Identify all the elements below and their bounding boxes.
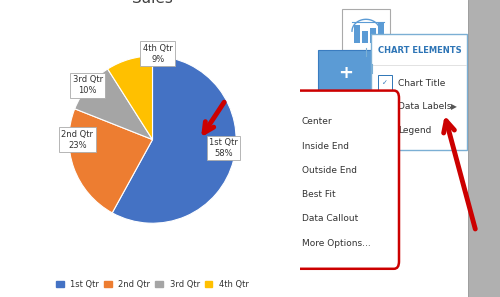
Text: ✓: ✓ xyxy=(382,80,388,86)
FancyBboxPatch shape xyxy=(468,0,500,297)
Text: ✓: ✓ xyxy=(382,128,388,134)
FancyBboxPatch shape xyxy=(318,50,374,95)
FancyBboxPatch shape xyxy=(362,31,368,43)
Text: ▶: ▶ xyxy=(451,102,457,111)
Text: More Options...: More Options... xyxy=(302,238,371,247)
Text: 3rd Qtr
10%: 3rd Qtr 10% xyxy=(72,75,102,95)
Text: Best Fit: Best Fit xyxy=(302,190,336,199)
Text: +: + xyxy=(338,64,353,82)
Wedge shape xyxy=(112,56,236,223)
FancyBboxPatch shape xyxy=(378,123,392,139)
Text: CHART ELEMENTS: CHART ELEMENTS xyxy=(378,46,462,55)
Title: Sales: Sales xyxy=(132,0,173,6)
Text: ✓: ✓ xyxy=(382,104,388,110)
FancyBboxPatch shape xyxy=(378,75,392,91)
Text: 1st Qtr
58%: 1st Qtr 58% xyxy=(209,138,238,158)
Text: Legend: Legend xyxy=(398,126,432,135)
FancyBboxPatch shape xyxy=(342,9,390,50)
FancyBboxPatch shape xyxy=(292,208,392,230)
Text: Data Callout: Data Callout xyxy=(302,214,358,223)
Text: Center: Center xyxy=(302,117,332,126)
Wedge shape xyxy=(108,56,152,140)
Legend: 1st Qtr, 2nd Qtr, 3rd Qtr, 4th Qtr: 1st Qtr, 2nd Qtr, 3rd Qtr, 4th Qtr xyxy=(53,277,252,292)
Text: 4th Qtr
9%: 4th Qtr 9% xyxy=(143,44,172,64)
FancyBboxPatch shape xyxy=(370,28,376,43)
FancyBboxPatch shape xyxy=(378,99,392,115)
Text: Data Labels: Data Labels xyxy=(398,102,452,111)
FancyBboxPatch shape xyxy=(285,91,399,269)
FancyBboxPatch shape xyxy=(354,25,360,43)
FancyBboxPatch shape xyxy=(371,34,467,150)
Wedge shape xyxy=(69,109,152,213)
FancyBboxPatch shape xyxy=(378,22,384,43)
Text: Chart Title: Chart Title xyxy=(398,79,446,88)
Text: 2nd Qtr
23%: 2nd Qtr 23% xyxy=(61,129,93,150)
Text: Outside End: Outside End xyxy=(302,166,357,175)
Wedge shape xyxy=(74,69,152,140)
Text: Inside End: Inside End xyxy=(302,142,349,151)
